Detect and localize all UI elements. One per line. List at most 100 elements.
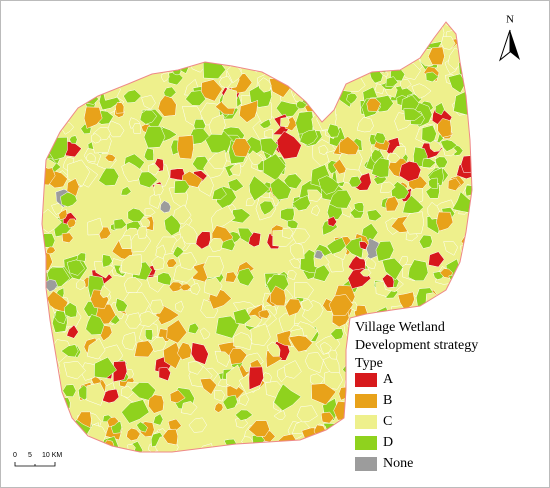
village-patch: [346, 93, 358, 105]
village-patch: [203, 256, 224, 279]
village-patch: [289, 242, 305, 260]
village-patch: [218, 75, 233, 89]
village-patch: [153, 183, 164, 196]
village-patch: [125, 312, 142, 329]
village-patch: [85, 152, 96, 163]
village-patch: [175, 300, 184, 313]
village-patch: [172, 204, 192, 225]
village-patch: [284, 298, 302, 317]
legend-label: None: [383, 456, 413, 471]
village-patch: [250, 323, 271, 346]
village-patch: [328, 294, 354, 316]
village-patch: [199, 378, 217, 395]
village-patch: [307, 189, 323, 202]
village-patch: [236, 267, 255, 287]
village-patch: [163, 341, 182, 370]
village-patch: [222, 88, 238, 109]
north-label: N: [506, 14, 514, 26]
village-patch: [104, 153, 117, 163]
village-patch: [348, 176, 362, 188]
village-patch: [144, 329, 154, 341]
village-patch: [229, 348, 248, 365]
village-patch: [387, 152, 401, 164]
village-patch: [385, 76, 399, 87]
legend-label: D: [383, 435, 393, 450]
village-patch: [83, 106, 103, 129]
village-patch: [407, 259, 429, 282]
village-patch: [248, 420, 270, 438]
village-patch: [428, 46, 445, 66]
village-patch: [294, 282, 314, 299]
village-patch: [402, 211, 424, 235]
village-patch: [222, 394, 238, 410]
village-patch: [289, 258, 301, 269]
village-patch: [200, 79, 223, 102]
village-patch: [91, 132, 102, 144]
village-patch: [66, 218, 77, 229]
village-patch: [167, 418, 182, 432]
village-patch: [208, 113, 226, 135]
legend-swatch: [355, 415, 377, 429]
village-patch: [42, 208, 63, 233]
village-patch: [326, 237, 347, 255]
village-patch: [132, 123, 142, 134]
village-patch: [188, 361, 204, 375]
village-patch: [234, 409, 254, 421]
village-patch: [214, 350, 231, 368]
village-patch: [233, 332, 253, 351]
village-patch: [115, 101, 125, 114]
village-patch: [63, 360, 86, 380]
village-patch: [329, 189, 352, 209]
village-patch: [185, 90, 207, 106]
scale-bar: 0 5 10 KM: [13, 452, 62, 467]
village-patch: [340, 205, 353, 218]
scale-line: [14, 462, 56, 467]
village-patch: [327, 216, 337, 227]
village-patch: [390, 181, 410, 200]
village-patch: [179, 283, 192, 291]
village-patch: [66, 178, 80, 197]
village-patch: [248, 150, 264, 165]
village-patch: [76, 279, 86, 290]
village-patch: [287, 219, 299, 229]
village-patch: [157, 272, 172, 286]
village-patch: [286, 270, 297, 281]
village-patch: [266, 341, 281, 357]
village-patch: [320, 341, 332, 355]
village-patch: [443, 241, 458, 256]
village-patch: [144, 207, 156, 216]
village-patch: [291, 195, 311, 212]
village-patch: [66, 324, 79, 339]
village-patch: [62, 384, 77, 397]
village-patch: [421, 158, 437, 169]
village-patch: [61, 232, 74, 243]
village-patch: [248, 232, 261, 248]
village-patch: [137, 226, 148, 239]
village-patch: [304, 352, 324, 374]
village-patch: [160, 72, 170, 83]
village-patch: [148, 163, 160, 176]
village-patch: [288, 335, 313, 353]
village-patch: [121, 161, 143, 182]
legend-swatch: [355, 373, 377, 387]
village-patch: [204, 277, 223, 297]
village-patch: [221, 238, 236, 252]
village-patch: [166, 319, 188, 344]
village-patch: [141, 95, 156, 110]
village-patch: [231, 138, 251, 158]
village-patch: [379, 181, 396, 193]
village-patch: [273, 383, 302, 412]
village-patch: [318, 144, 329, 156]
village-patch: [328, 349, 338, 360]
village-patch: [440, 139, 458, 152]
village-patch: [143, 147, 154, 161]
village-patch: [418, 234, 433, 249]
village-patch: [465, 184, 472, 197]
village-patch: [270, 285, 287, 307]
legend-label: C: [383, 414, 392, 429]
village-patch: [211, 205, 236, 232]
village-patch: [94, 356, 117, 379]
village-patch: [226, 64, 243, 84]
village-patch: [86, 338, 106, 360]
village-patch: [313, 264, 330, 282]
